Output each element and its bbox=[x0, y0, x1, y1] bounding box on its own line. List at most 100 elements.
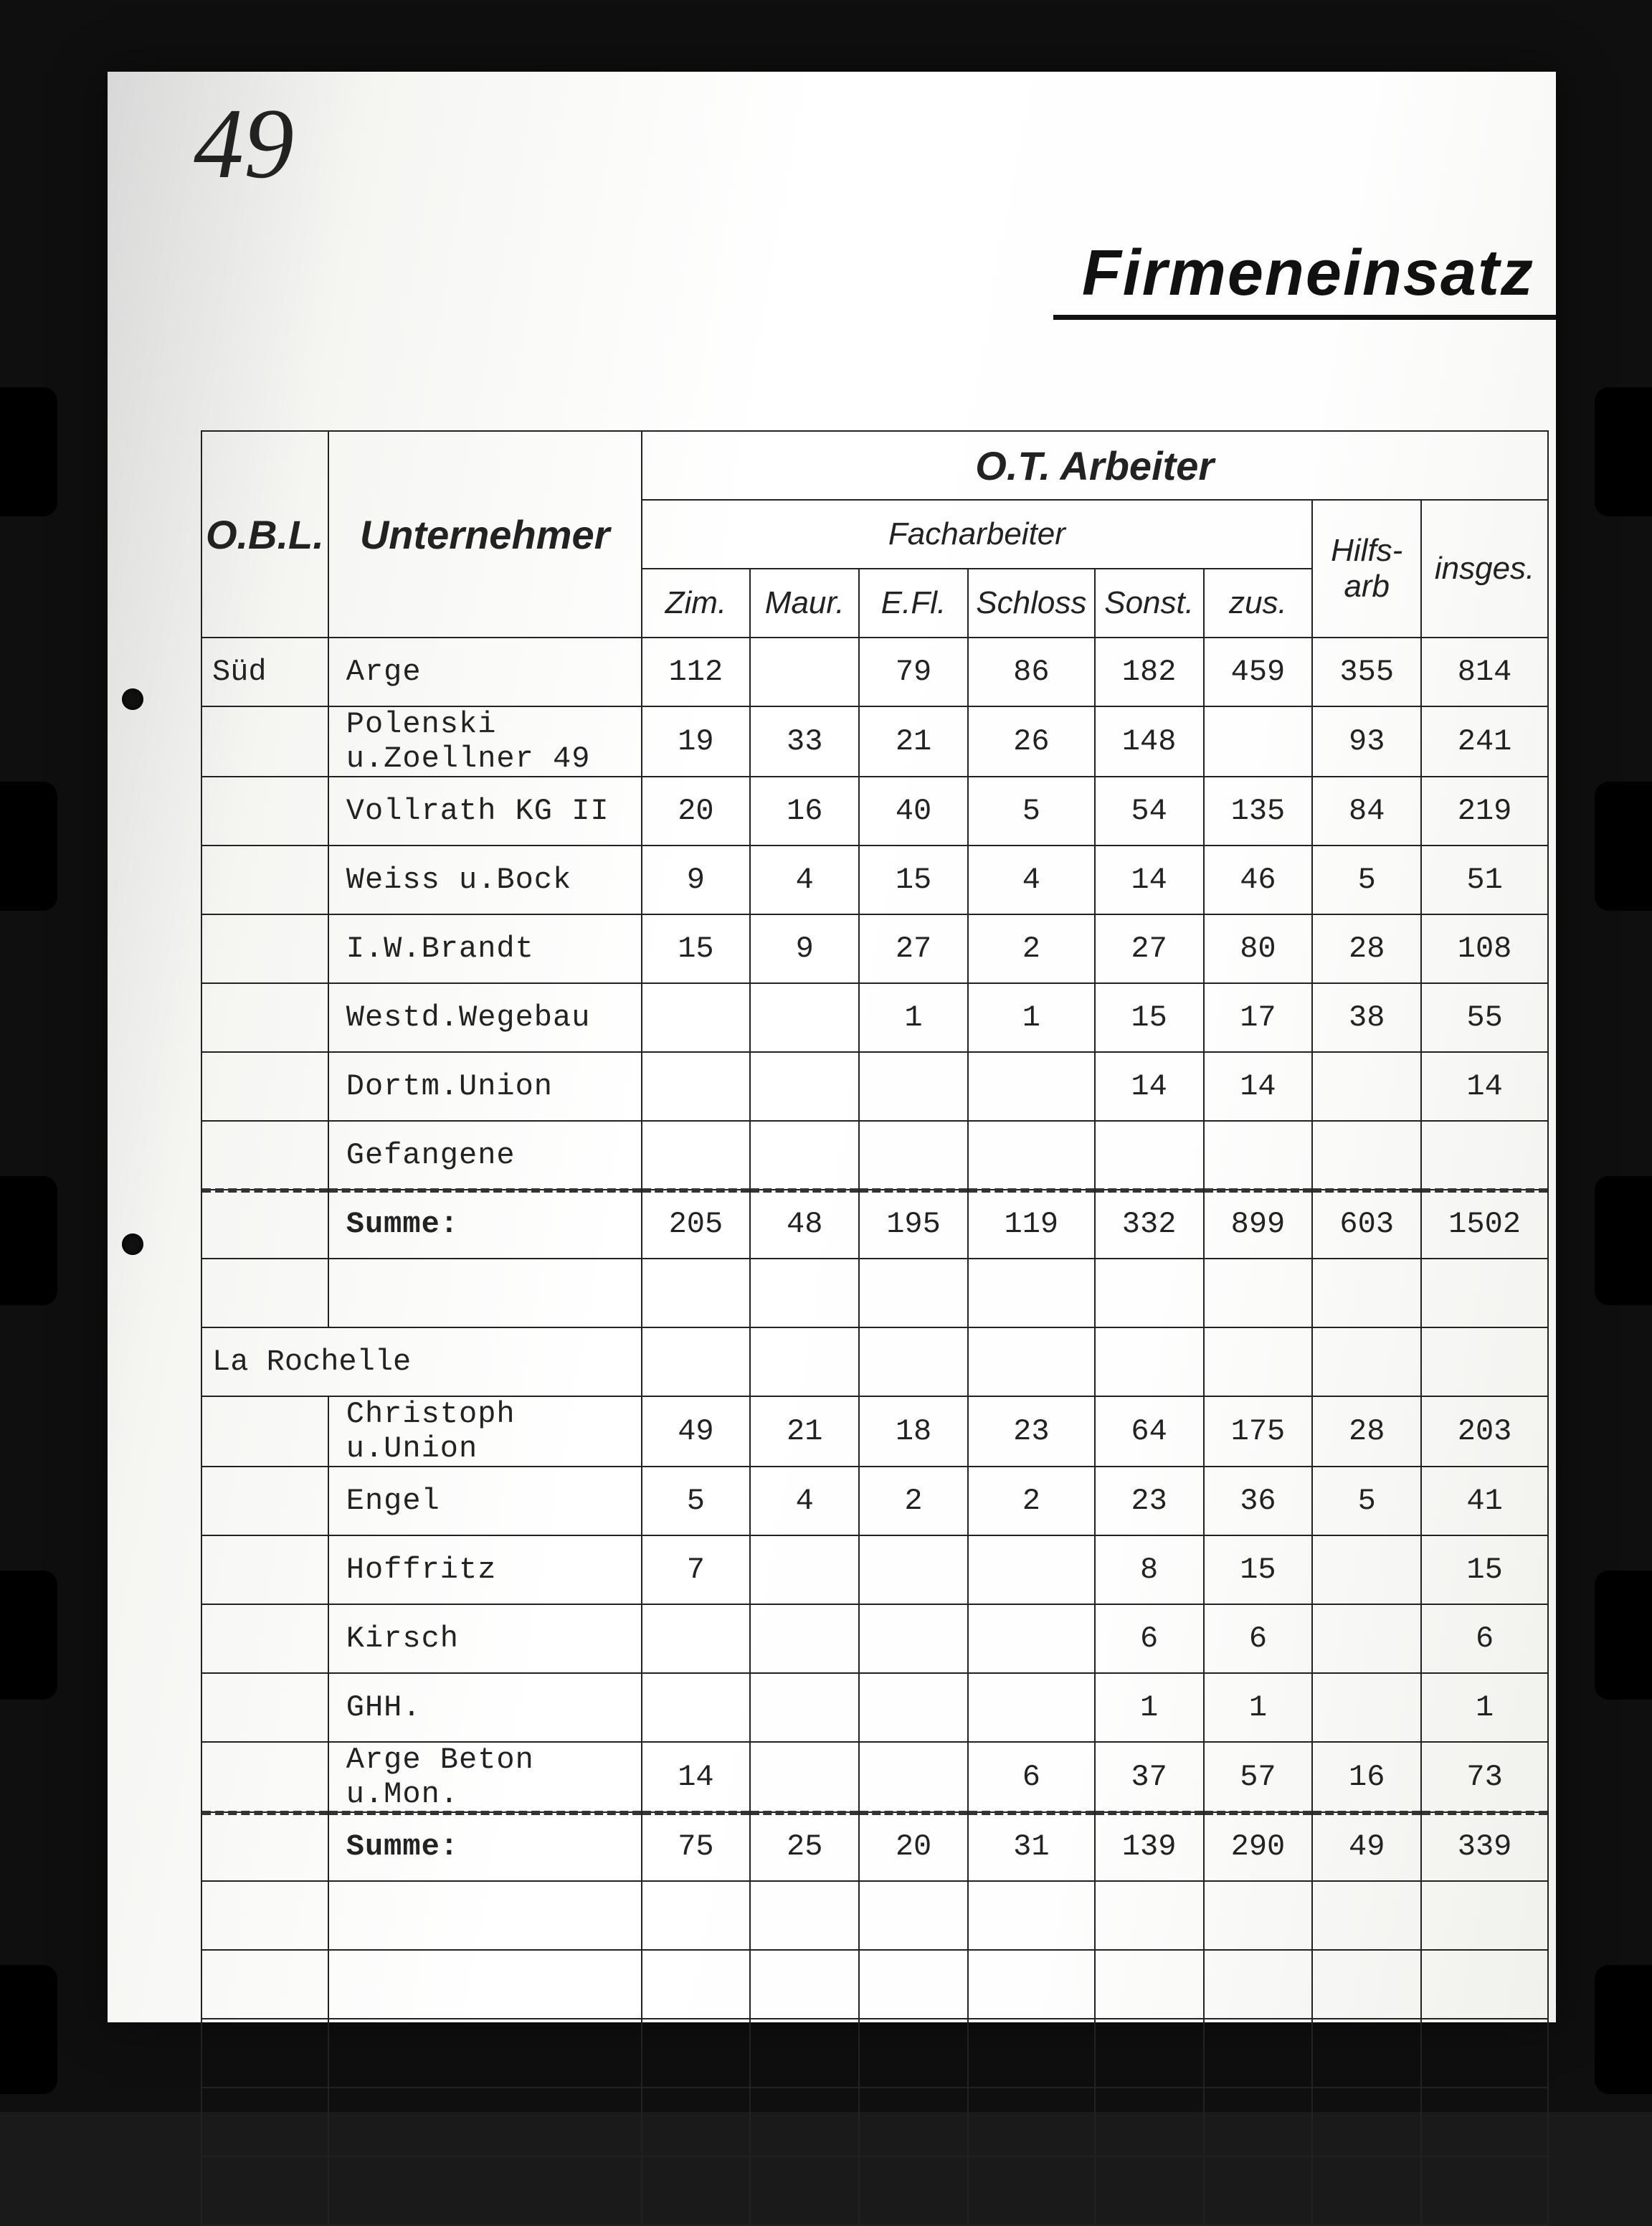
sum-maur: 25 bbox=[750, 1812, 859, 1881]
cell-blank bbox=[642, 1259, 751, 1327]
cell-sonst: 14 bbox=[1095, 846, 1204, 914]
sum-hilfs: 49 bbox=[1312, 1812, 1421, 1881]
cell-obl bbox=[201, 846, 328, 914]
col-sonst: Sonst. bbox=[1095, 569, 1204, 638]
cell-blank bbox=[968, 1259, 1095, 1327]
cell-schloss: 4 bbox=[968, 846, 1095, 914]
cell-sonst: 27 bbox=[1095, 914, 1204, 983]
cell-zim: 14 bbox=[642, 1742, 751, 1812]
sprocket-hole bbox=[1595, 387, 1652, 516]
cell-blank bbox=[968, 1950, 1095, 2019]
film-frame: 49 Firmeneinsatz O.B.L. Unternehmer O.T.… bbox=[0, 0, 1652, 2112]
cell-schloss: 2 bbox=[968, 1467, 1095, 1535]
cell-zim: 5 bbox=[642, 1467, 751, 1535]
cell-blank bbox=[642, 1881, 751, 1950]
col-ot-arbeiter: O.T. Arbeiter bbox=[642, 431, 1549, 500]
cell-zim: 112 bbox=[642, 638, 751, 706]
sum-schloss: 119 bbox=[968, 1190, 1095, 1259]
cell-blank bbox=[1204, 1950, 1313, 2019]
cell-blank bbox=[1312, 1327, 1421, 1396]
cell-sonst: 8 bbox=[1095, 1535, 1204, 1604]
cell-blank bbox=[750, 2019, 859, 2088]
cell-schloss bbox=[968, 1535, 1095, 1604]
cell-blank bbox=[750, 1259, 859, 1327]
sum-sonst: 139 bbox=[1095, 1812, 1204, 1881]
cell-obl bbox=[201, 777, 328, 846]
cell-blank bbox=[1204, 2156, 1313, 2225]
cell-hilfs: 5 bbox=[1312, 1467, 1421, 1535]
cell-obl bbox=[201, 914, 328, 983]
col-zim: Zim. bbox=[642, 569, 751, 638]
cell-blank bbox=[1312, 2088, 1421, 2156]
cell-blank bbox=[1312, 1950, 1421, 2019]
spacer-row bbox=[201, 1259, 1548, 1327]
punch-hole bbox=[122, 1233, 143, 1255]
cell-blank bbox=[1421, 2088, 1548, 2156]
cell-hilfs: 93 bbox=[1312, 706, 1421, 777]
col-facharbeiter: Facharbeiter bbox=[642, 500, 1313, 569]
cell-blank bbox=[859, 2019, 968, 2088]
cell-blank bbox=[328, 2019, 642, 2088]
cell-insges: 1 bbox=[1421, 1673, 1548, 1742]
col-obl: O.B.L. bbox=[201, 431, 328, 638]
cell-unternehmer: Weiss u.Bock bbox=[328, 846, 642, 914]
cell-efl bbox=[859, 1673, 968, 1742]
cell-blank bbox=[968, 2156, 1095, 2225]
cell-schloss: 23 bbox=[968, 1396, 1095, 1467]
cell-hilfs bbox=[1312, 1673, 1421, 1742]
cell-blank bbox=[1421, 1950, 1548, 2019]
cell-blank bbox=[201, 1950, 328, 2019]
cell-blank bbox=[750, 2156, 859, 2225]
cell-sonst: 148 bbox=[1095, 706, 1204, 777]
cell-efl: 21 bbox=[859, 706, 968, 777]
table-row: Gefangene bbox=[201, 1121, 1548, 1190]
cell-obl bbox=[201, 983, 328, 1052]
cell-blank bbox=[201, 1812, 328, 1881]
cell-zus: 1 bbox=[1204, 1673, 1313, 1742]
cell-hilfs: 28 bbox=[1312, 1396, 1421, 1467]
cell-sonst bbox=[1095, 1121, 1204, 1190]
cell-blank bbox=[1095, 2088, 1204, 2156]
sum-zus: 290 bbox=[1204, 1812, 1313, 1881]
cell-efl bbox=[859, 1742, 968, 1812]
cell-zus: 175 bbox=[1204, 1396, 1313, 1467]
cell-blank bbox=[859, 2156, 968, 2225]
cell-blank bbox=[968, 1881, 1095, 1950]
table-row: I.W.Brandt159272278028108 bbox=[201, 914, 1548, 983]
table-row: Weiss u.Bock941541446551 bbox=[201, 846, 1548, 914]
cell-unternehmer: Arge Beton u.Mon. bbox=[328, 1742, 642, 1812]
cell-blank bbox=[1204, 2088, 1313, 2156]
cell-schloss bbox=[968, 1673, 1095, 1742]
cell-unternehmer: Christoph u.Union bbox=[328, 1396, 642, 1467]
cell-efl: 40 bbox=[859, 777, 968, 846]
sprocket-hole bbox=[1595, 1176, 1652, 1305]
cell-insges: 14 bbox=[1421, 1052, 1548, 1121]
cell-blank bbox=[1204, 2019, 1313, 2088]
cell-unternehmer: Arge bbox=[328, 638, 642, 706]
cell-unternehmer: Westd.Wegebau bbox=[328, 983, 642, 1052]
cell-zus: 459 bbox=[1204, 638, 1313, 706]
sum-row: Summe:205481951193328996031502 bbox=[201, 1190, 1548, 1259]
sum-label: Summe: bbox=[328, 1190, 642, 1259]
cell-schloss: 86 bbox=[968, 638, 1095, 706]
cell-blank bbox=[642, 2019, 751, 2088]
cell-zim bbox=[642, 1121, 751, 1190]
cell-insges: 15 bbox=[1421, 1535, 1548, 1604]
cell-insges: 219 bbox=[1421, 777, 1548, 846]
section-label-row: La Rochelle bbox=[201, 1327, 1548, 1396]
cell-zus: 17 bbox=[1204, 983, 1313, 1052]
cell-hilfs bbox=[1312, 1121, 1421, 1190]
cell-sonst: 1 bbox=[1095, 1673, 1204, 1742]
cell-zus: 15 bbox=[1204, 1535, 1313, 1604]
cell-blank bbox=[328, 1950, 642, 2019]
cell-blank bbox=[1312, 1881, 1421, 1950]
table-row: Dortm.Union141414 bbox=[201, 1052, 1548, 1121]
cell-zim bbox=[642, 1052, 751, 1121]
cell-zus: 14 bbox=[1204, 1052, 1313, 1121]
cell-unternehmer: Engel bbox=[328, 1467, 642, 1535]
cell-hilfs bbox=[1312, 1535, 1421, 1604]
sum-hilfs: 603 bbox=[1312, 1190, 1421, 1259]
sprocket-hole bbox=[0, 782, 57, 911]
cell-hilfs: 38 bbox=[1312, 983, 1421, 1052]
cell-zim: 15 bbox=[642, 914, 751, 983]
